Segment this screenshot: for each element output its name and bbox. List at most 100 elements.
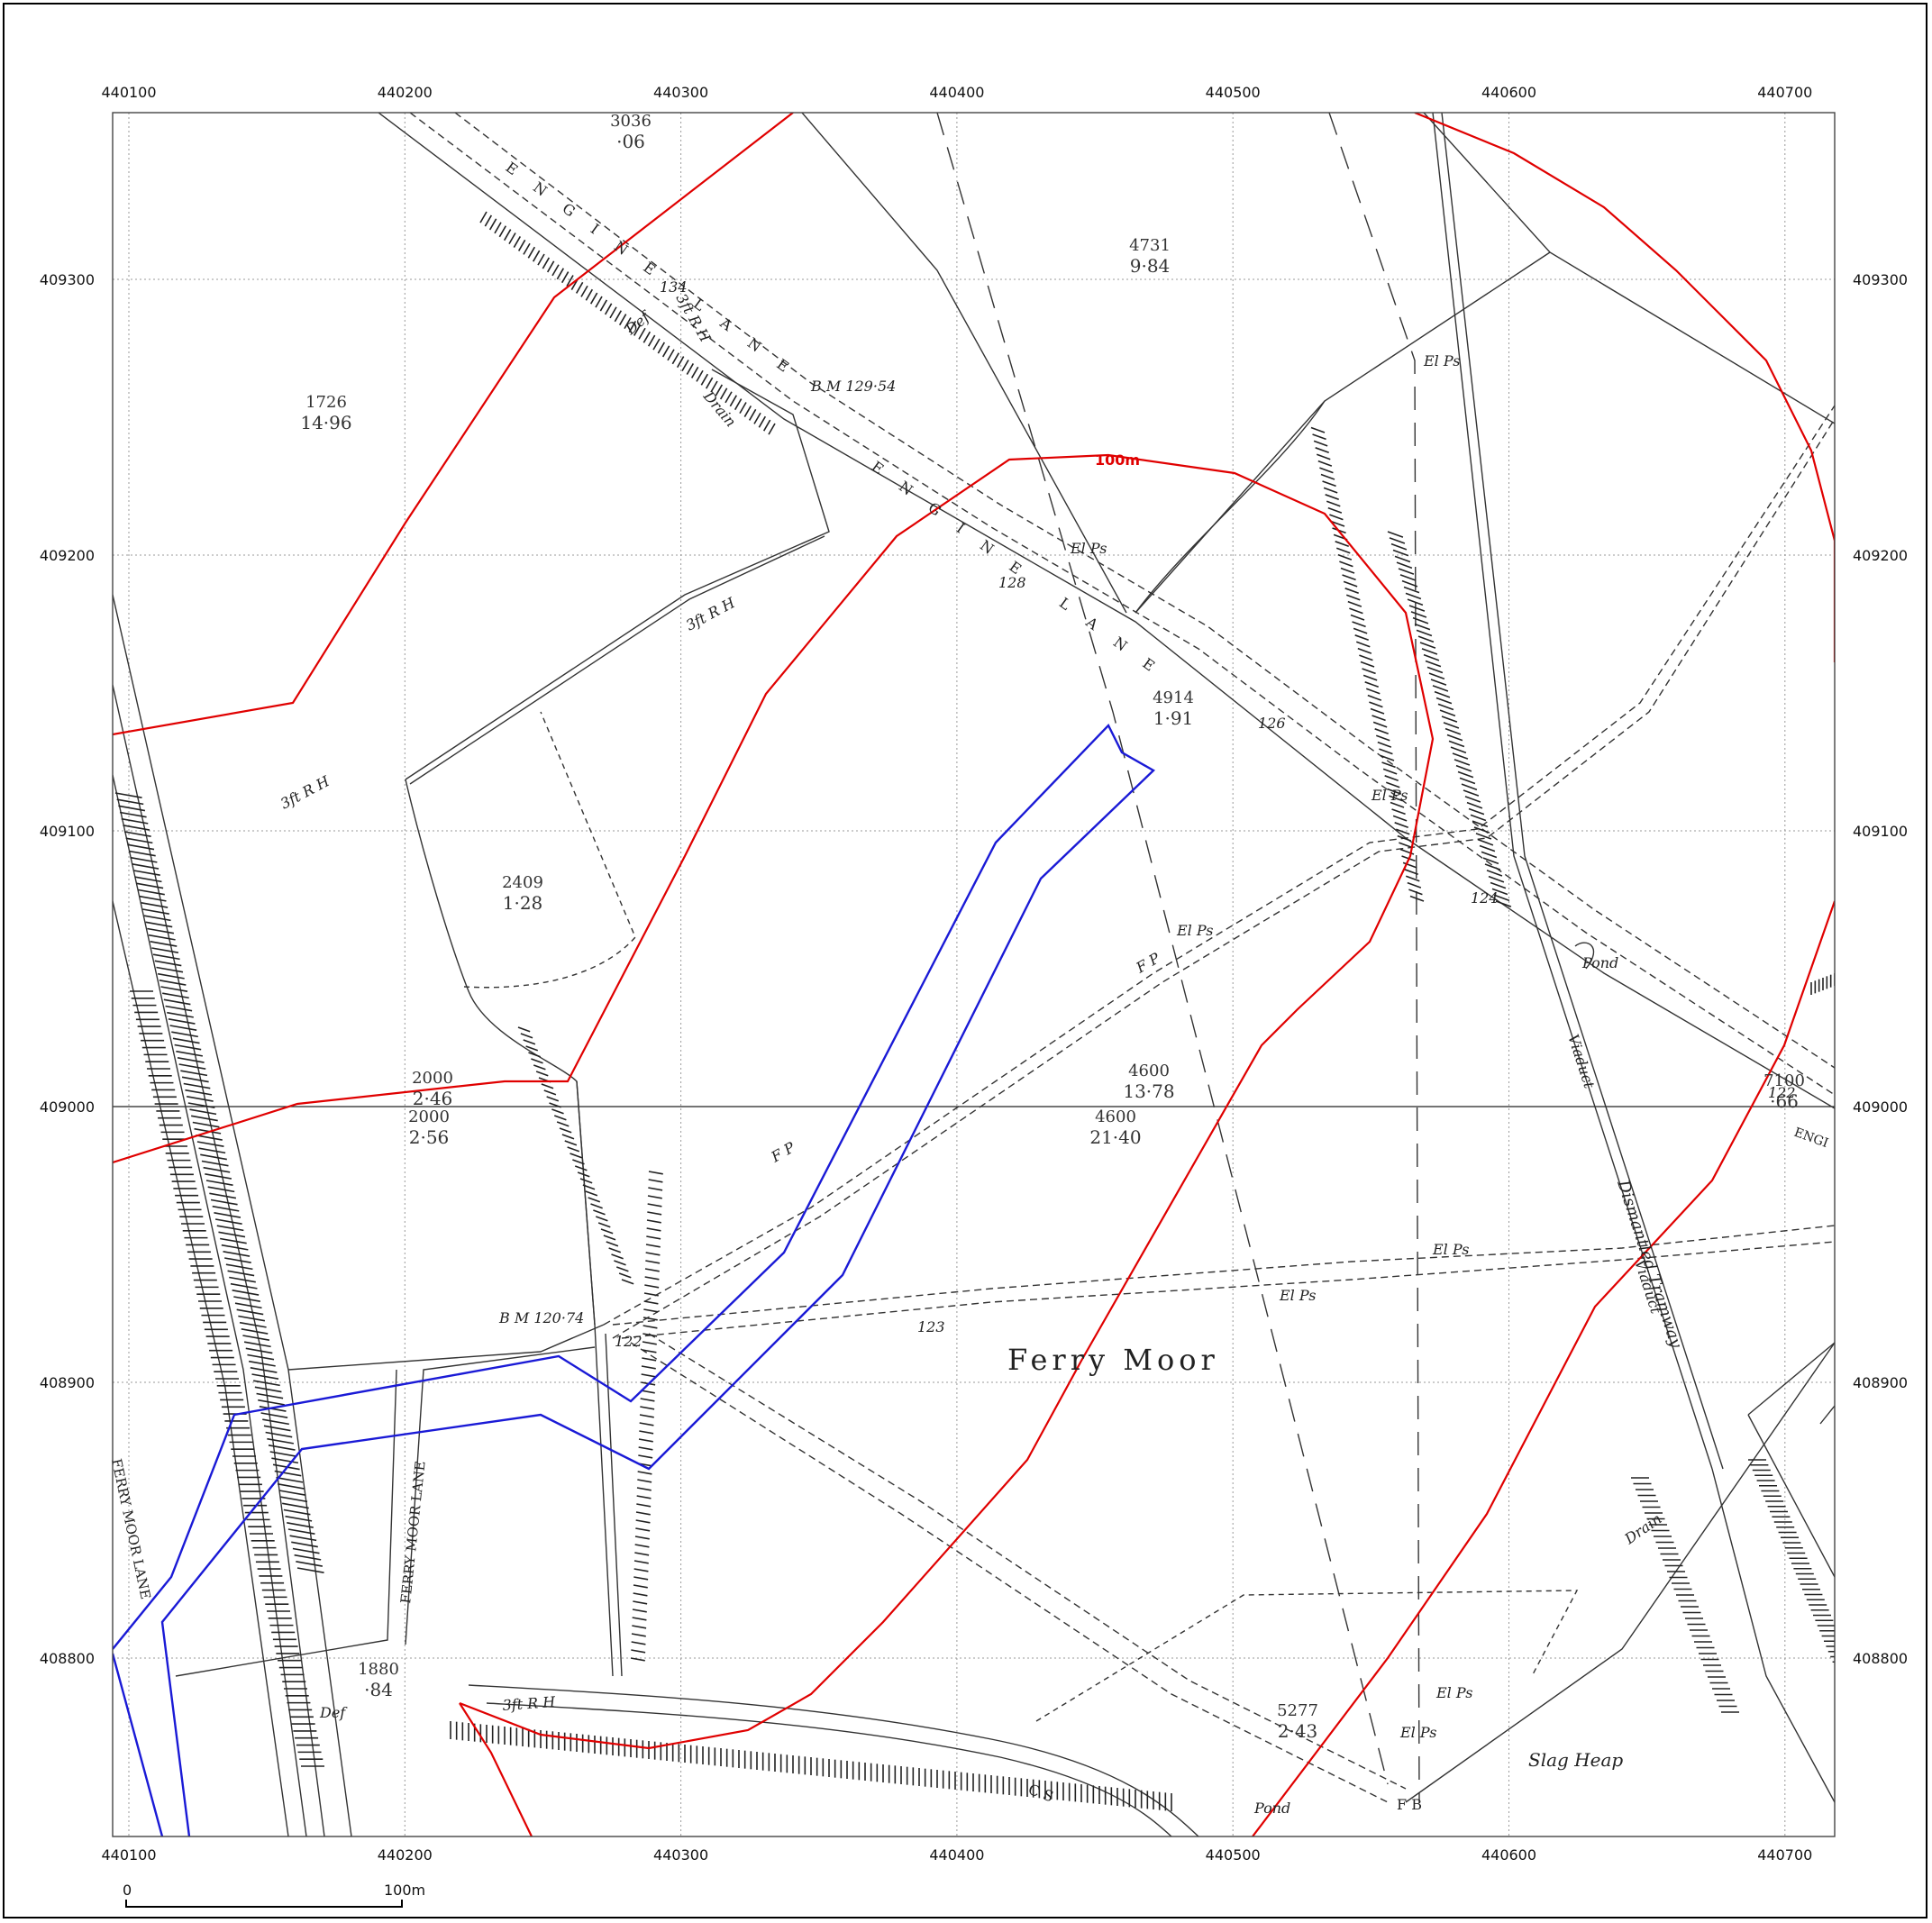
hachure-tick	[1477, 838, 1494, 846]
hachure-tick	[1325, 494, 1339, 501]
hachure-tick	[1407, 598, 1424, 606]
hachure-tick	[705, 377, 714, 389]
hachure-tick	[262, 1418, 289, 1426]
hachure-tick	[614, 310, 623, 323]
lane-label: FERRY MOOR LANE	[108, 1457, 154, 1600]
hachure-tick	[768, 423, 776, 435]
hachure-tick	[595, 296, 603, 308]
hachure-tick	[642, 1325, 658, 1329]
hachure-tick	[513, 236, 522, 248]
hachure-tick	[225, 1263, 253, 1271]
hachure-tick	[1394, 822, 1408, 829]
hachure-tick	[636, 1503, 652, 1508]
lane-label: FERRY MOOR LANE	[397, 1460, 429, 1604]
hachure-tick	[1319, 467, 1334, 474]
map-frame	[3, 3, 1927, 1918]
hachure-tick	[599, 299, 608, 312]
hachure-tick	[118, 805, 146, 812]
hachure-tick	[139, 895, 167, 902]
hachure-tick	[585, 1190, 598, 1197]
hachure-tick	[646, 1219, 661, 1224]
parcel-number: 1726	[305, 393, 347, 412]
y-tick-label: 408800	[40, 1650, 95, 1667]
hachure-tick	[1419, 642, 1436, 649]
hachure-tick	[551, 1108, 564, 1115]
hachure-tick	[147, 927, 175, 934]
hachure-tick	[125, 837, 153, 844]
hachure-tick	[647, 1195, 662, 1199]
lane-label: ENGI	[1792, 1126, 1830, 1151]
hachure-tick	[1335, 547, 1351, 554]
hachure-tick	[572, 1159, 585, 1165]
parcel-area: 13·78	[1123, 1080, 1174, 1102]
parcel-number: 2000	[412, 1069, 453, 1088]
hachure-tick	[194, 1127, 222, 1135]
spot-height: 124	[1471, 889, 1499, 907]
hachure-tick	[618, 314, 627, 326]
hachure-tick	[636, 1495, 652, 1499]
bench-mark-label: B M 120·74	[498, 1309, 584, 1326]
hachure-tick	[597, 1222, 611, 1228]
hachure-tick	[533, 1064, 546, 1071]
hachure-tick	[283, 1508, 311, 1516]
hachure-tick	[1441, 715, 1458, 723]
hachure-tick	[1342, 574, 1356, 581]
hachure-tick	[582, 1184, 596, 1190]
hachure-tick	[1344, 588, 1359, 595]
hachure-tick	[289, 1535, 317, 1542]
hachure-tick	[1362, 674, 1378, 681]
hachure-tick	[1360, 661, 1375, 668]
hachure-tick	[633, 1568, 649, 1572]
y-tick-label: 408800	[1853, 1650, 1908, 1667]
hachure-tick	[1392, 815, 1408, 822]
scale-bar-start: 0	[123, 1882, 132, 1899]
hachure-tick	[1395, 828, 1410, 835]
hachure-tick	[639, 1422, 654, 1426]
hachure-tick	[628, 321, 637, 333]
parcel-number: 4600	[1095, 1107, 1136, 1126]
hachure-tick	[637, 1479, 652, 1483]
hachure-tick	[1312, 433, 1326, 441]
hachure-tick	[245, 1347, 273, 1354]
footpath-label: F P	[768, 1138, 798, 1166]
hachure-tick	[1362, 668, 1376, 675]
hachure-tick	[192, 1121, 220, 1128]
hachure-tick	[1408, 605, 1426, 612]
el-ps-label: El Ps	[1423, 352, 1460, 369]
hachure-tick	[274, 1470, 302, 1477]
hachure-tick	[251, 1373, 279, 1380]
hachure-tick	[138, 889, 165, 896]
hachure-tick	[543, 1089, 557, 1096]
hachure-tick	[604, 303, 613, 315]
hachure-tick	[1410, 611, 1427, 618]
hachure-tick	[1493, 894, 1510, 902]
hachure-tick	[643, 1300, 659, 1305]
hachure-tick	[1327, 506, 1343, 514]
hachure-tick	[154, 960, 182, 967]
parcel-area: 14·96	[300, 412, 351, 433]
hachure-tick	[1401, 579, 1418, 588]
hachure-tick	[1347, 600, 1362, 607]
hachure-tick	[151, 947, 179, 953]
hachure-tick	[1323, 487, 1338, 494]
hachure-tick	[205, 1180, 233, 1186]
el-ps-label: El Ps	[1435, 1684, 1472, 1701]
hachure-tick	[1385, 781, 1400, 788]
hachure-tick	[575, 281, 584, 294]
spot-height: 126	[1258, 715, 1286, 732]
hachure-tick	[1354, 634, 1369, 642]
hachure-tick	[256, 1392, 284, 1399]
hachure-tick	[1450, 746, 1467, 754]
hachure-tick	[528, 1052, 541, 1058]
hachure-tick	[278, 1490, 306, 1496]
hachure-tick	[250, 1367, 278, 1373]
hachure-tick	[232, 1290, 260, 1296]
hachure-tick	[1455, 764, 1472, 772]
hachure-tick	[1345, 594, 1361, 601]
spot-heights: 134 128 126 124 122 122 123	[615, 278, 1796, 1350]
hachure-tick	[294, 1554, 322, 1561]
hachure-tick	[1409, 895, 1425, 902]
el-ps-label: El Ps	[1371, 787, 1408, 804]
parcel-number: 3036	[610, 112, 652, 131]
